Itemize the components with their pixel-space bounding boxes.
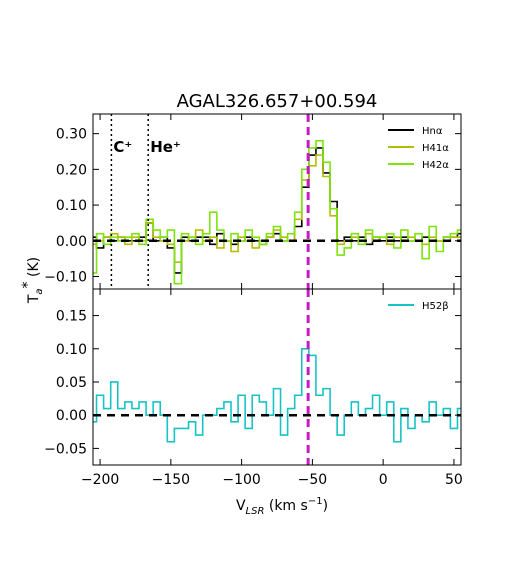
top-ytick-label-1: 0.00	[56, 234, 87, 250]
bottom-ytick-label-2: 0.05	[56, 375, 87, 391]
xtick-label-5: 50	[445, 472, 463, 488]
top-legend: Hnα H41α H42α	[388, 126, 449, 171]
bottom-ytick-label-4: 0.15	[56, 309, 87, 325]
top-legend-label-1: H41α	[422, 143, 449, 154]
bottom-legend: H52β	[388, 301, 449, 312]
xtick-label-2: −100	[222, 472, 260, 488]
top-ytick-label-4: 0.30	[56, 127, 87, 143]
top-legend-label-2: H42α	[422, 160, 449, 171]
top-panel: −0.10 0.00 0.10 0.20 0.30 C⁺ He⁺ Hnα H41α H42α	[44, 113, 462, 290]
top-series-1-line	[93, 154, 461, 264]
annotation-label-0: C⁺	[113, 138, 132, 156]
bottom-ytick-label-0: −0.05	[44, 441, 87, 457]
top-series-2-line	[93, 139, 461, 285]
xtick-label-3: −50	[298, 472, 328, 488]
xtick-label-1: −150	[152, 472, 190, 488]
xtick-label-4: 0	[379, 472, 388, 488]
bottom-series-0-line	[93, 347, 461, 443]
xtick-label-0: −200	[81, 472, 119, 488]
top-ytick-label-2: 0.10	[56, 198, 87, 214]
top-ytick-label-3: 0.20	[56, 162, 87, 178]
annotation-label-1: He⁺	[150, 138, 181, 156]
x-axis-label: VLSR (km s−1)	[236, 496, 328, 517]
top-legend-label-0: Hnα	[422, 126, 443, 137]
top-ytick-label-0: −0.10	[44, 270, 87, 286]
bottom-plot-frame	[92, 288, 462, 466]
y-axis-label: Ta* (K)	[20, 257, 45, 304]
chart-title: AGAL326.657+00.594	[177, 91, 378, 112]
top-series-0-line	[93, 147, 461, 274]
bottom-legend-label-0: H52β	[422, 301, 449, 312]
bottom-ytick-label-1: 0.00	[56, 408, 87, 424]
bottom-ytick-label-3: 0.10	[56, 342, 87, 358]
bottom-panel: −0.050.000.050.100.15−200 −150 −100 −50 0 50 …	[44, 288, 463, 488]
